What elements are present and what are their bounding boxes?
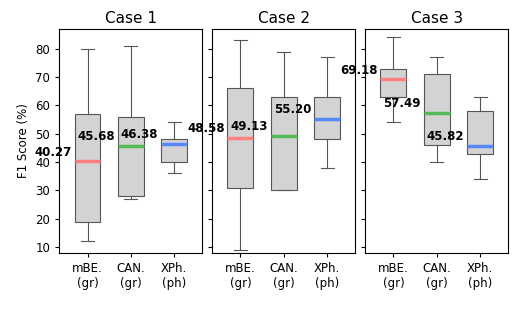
Y-axis label: F1 Score (%): F1 Score (%) bbox=[17, 103, 30, 178]
PathPatch shape bbox=[161, 139, 187, 162]
PathPatch shape bbox=[424, 74, 450, 145]
PathPatch shape bbox=[118, 117, 144, 196]
Text: 46.38: 46.38 bbox=[121, 128, 158, 141]
PathPatch shape bbox=[467, 111, 493, 154]
PathPatch shape bbox=[228, 89, 253, 188]
Title: Case 2: Case 2 bbox=[258, 11, 310, 26]
PathPatch shape bbox=[380, 69, 407, 97]
PathPatch shape bbox=[74, 114, 101, 222]
PathPatch shape bbox=[314, 97, 340, 139]
Text: 45.68: 45.68 bbox=[77, 130, 115, 143]
Text: 57.49: 57.49 bbox=[383, 97, 421, 110]
Text: 55.20: 55.20 bbox=[274, 103, 311, 116]
Text: 45.82: 45.82 bbox=[427, 130, 464, 143]
Text: 49.13: 49.13 bbox=[231, 120, 268, 134]
PathPatch shape bbox=[271, 97, 297, 190]
Title: Case 3: Case 3 bbox=[411, 11, 463, 26]
Text: 48.58: 48.58 bbox=[187, 122, 224, 135]
Text: 69.18: 69.18 bbox=[340, 64, 378, 77]
Title: Case 1: Case 1 bbox=[105, 11, 157, 26]
Text: 40.27: 40.27 bbox=[35, 146, 72, 158]
